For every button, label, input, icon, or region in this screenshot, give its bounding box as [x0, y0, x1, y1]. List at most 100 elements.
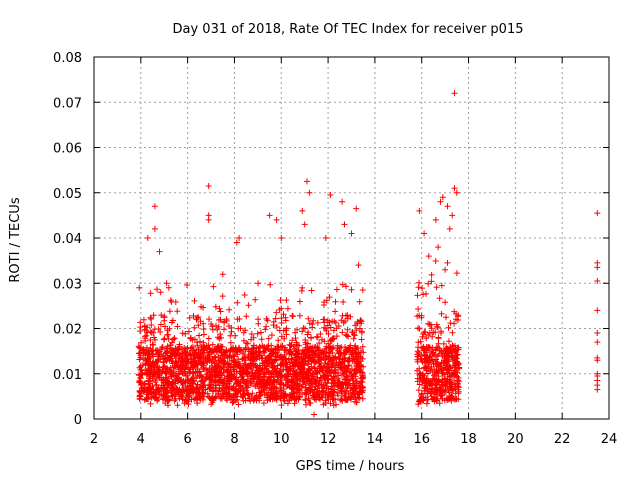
data-point [269, 360, 276, 367]
data-point [351, 384, 357, 391]
data-point [448, 349, 454, 356]
x-tick-labels: 2 4 6 8 10 12 14 16 18 20 22 24 [90, 432, 617, 447]
data-point [443, 351, 450, 357]
data-point [444, 370, 451, 377]
data-point [212, 303, 219, 310]
data-point [291, 354, 298, 361]
data-point [236, 315, 243, 322]
data-point [429, 396, 436, 403]
data-point [144, 370, 151, 377]
data-point [332, 362, 339, 369]
data-point [277, 297, 284, 304]
data-point [343, 331, 350, 338]
data-point [226, 348, 233, 355]
data-point [320, 302, 327, 308]
data-point [214, 326, 221, 333]
x-tick-label: 6 [183, 432, 191, 447]
data-point [228, 396, 234, 403]
data-point [292, 361, 299, 368]
data-point [435, 335, 442, 342]
data-point [233, 368, 240, 375]
data-point [438, 330, 444, 336]
data-point [187, 351, 194, 358]
data-point [255, 280, 262, 287]
data-point [267, 357, 273, 364]
data-point [280, 311, 287, 318]
data-point [309, 380, 316, 387]
data-point [165, 331, 172, 338]
data-point [303, 380, 309, 387]
data-point [261, 349, 268, 356]
data-point [359, 395, 366, 402]
data-point [415, 306, 422, 312]
data-point [333, 286, 340, 293]
data-point [244, 384, 251, 391]
data-point [167, 345, 173, 352]
y-tick-label: 0.03 [53, 277, 82, 292]
data-point [424, 370, 431, 377]
data-point [340, 299, 347, 305]
data-point [341, 351, 348, 358]
data-point [263, 323, 270, 330]
data-point [339, 329, 346, 336]
x-axis-label: GPS time / hours [296, 459, 405, 474]
data-point [350, 331, 357, 338]
data-point [421, 347, 428, 354]
data-point [148, 386, 154, 393]
data-point [261, 362, 268, 369]
data-point [288, 384, 295, 391]
data-point [453, 270, 460, 277]
data-point [158, 312, 165, 319]
data-point [196, 332, 203, 339]
data-point [302, 396, 309, 403]
data-point [447, 394, 453, 401]
data-point [348, 230, 355, 237]
data-point [200, 349, 207, 356]
data-point [353, 205, 360, 212]
data-point [195, 390, 202, 397]
data-point [452, 372, 459, 378]
data-point [318, 363, 325, 369]
data-point [257, 348, 264, 355]
data-point [255, 320, 262, 327]
data-point [185, 328, 192, 335]
data-point [416, 325, 423, 332]
data-point [310, 357, 317, 364]
data-point [360, 349, 367, 356]
data-point [235, 380, 242, 387]
data-point [438, 310, 445, 317]
data-point [328, 380, 335, 387]
data-point [299, 328, 306, 335]
data-point [171, 397, 178, 404]
data-point [296, 312, 303, 319]
data-point [358, 328, 365, 335]
data-point [196, 369, 203, 376]
data-point [151, 225, 158, 232]
data-point [308, 287, 315, 294]
data-point [456, 378, 463, 385]
data-point [254, 369, 261, 376]
data-point [241, 292, 248, 298]
data-point [218, 355, 224, 362]
data-point [256, 389, 263, 396]
data-point [428, 271, 435, 278]
data-point [444, 203, 451, 210]
data-point [455, 365, 462, 372]
data-point [454, 317, 461, 323]
data-point [205, 216, 212, 223]
data-point [140, 346, 146, 353]
data-point [149, 350, 156, 357]
data-point [357, 388, 364, 395]
data-point [264, 397, 271, 404]
data-point [332, 319, 339, 326]
data-point [311, 394, 318, 401]
data-point [330, 335, 337, 342]
data-point [156, 248, 163, 255]
data-point [273, 216, 280, 223]
data-point [314, 319, 321, 326]
data-point [332, 298, 339, 305]
data-point [224, 360, 231, 367]
data-point [436, 295, 443, 302]
data-point [335, 323, 342, 329]
data-point [200, 382, 207, 389]
